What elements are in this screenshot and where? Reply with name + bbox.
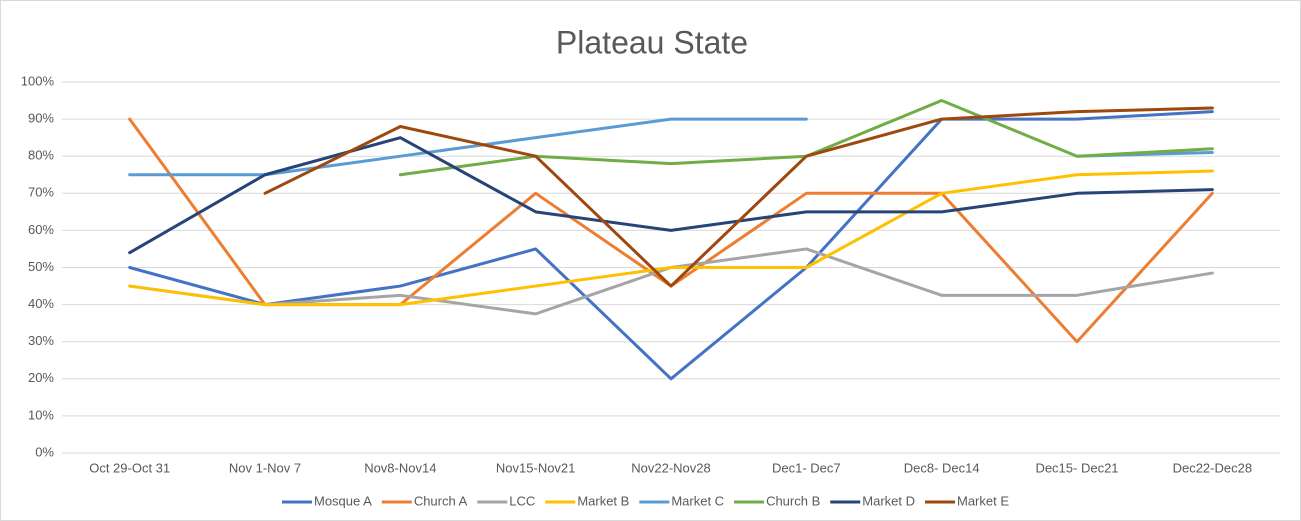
legend-label: LCC [509, 493, 535, 508]
y-tick-label: 20% [28, 370, 54, 385]
x-tick-label: Nov15-Nov21 [496, 460, 576, 475]
legend-label: Market D [862, 493, 915, 508]
series-line [128, 136, 1214, 255]
y-tick-label: 40% [28, 296, 54, 311]
legend-label: Church B [766, 493, 820, 508]
legend-label: Market B [577, 493, 629, 508]
y-tick-label: 80% [28, 148, 54, 163]
legend-label: Market E [957, 493, 1009, 508]
x-tick-label: Dec8- Dec14 [904, 460, 980, 475]
x-tick-label: Oct 29-Oct 31 [89, 460, 170, 475]
y-tick-label: 0% [35, 444, 54, 459]
legend-label: Mosque A [314, 493, 372, 508]
x-tick-label: Dec22-Dec28 [1173, 460, 1253, 475]
series-line [128, 169, 1214, 307]
y-tick-label: 50% [28, 259, 54, 274]
x-tick-label: Nov22-Nov28 [631, 460, 711, 475]
series-line [263, 106, 1214, 288]
y-tick-label: 70% [28, 185, 54, 200]
y-tick-label: 10% [28, 407, 54, 422]
x-tick-label: Dec15- Dec21 [1035, 460, 1118, 475]
y-tick-label: 100% [21, 73, 55, 88]
x-tick-label: Dec1- Dec7 [772, 460, 841, 475]
legend-label: Church A [414, 493, 468, 508]
chart-title: Plateau State [556, 24, 748, 60]
y-tick-label: 60% [28, 222, 54, 237]
y-tick-label: 30% [28, 333, 54, 348]
legend-label: Market C [671, 493, 724, 508]
x-tick-label: Nov 1-Nov 7 [229, 460, 301, 475]
series-line [128, 110, 1214, 381]
x-tick-label: Nov8-Nov14 [364, 460, 436, 475]
y-tick-label: 90% [28, 111, 54, 126]
